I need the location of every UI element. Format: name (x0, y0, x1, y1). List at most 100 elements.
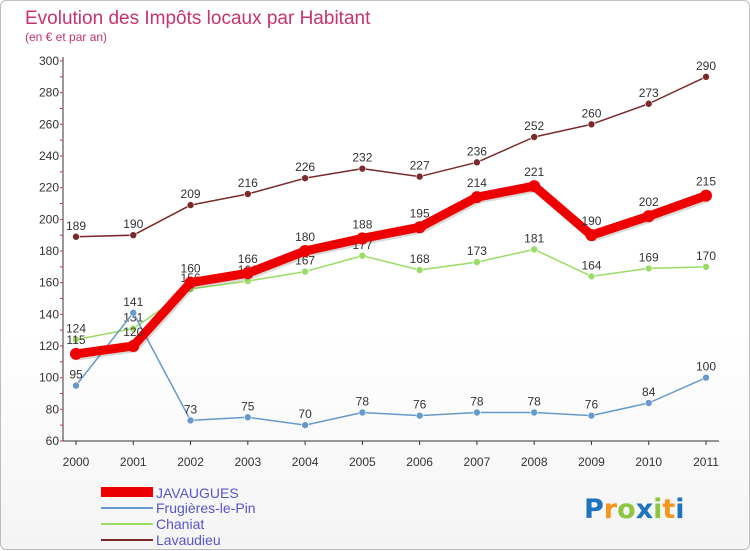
data-label: 78 (528, 395, 542, 409)
chart-title: Evolution des Impôts locaux par Habitant (25, 8, 371, 29)
data-point (301, 421, 309, 429)
data-point (415, 411, 424, 420)
data-point (358, 251, 367, 260)
data-point (244, 190, 252, 198)
data-label: 100 (696, 360, 716, 374)
x-tick-label: 2011 (693, 455, 719, 469)
data-point (129, 308, 138, 317)
data-point (301, 174, 309, 182)
data-label: 190 (581, 214, 601, 228)
data-label: 84 (642, 385, 656, 399)
brand-text: Proxiti (584, 494, 685, 525)
data-point (587, 411, 596, 420)
data-label: 120 (123, 325, 143, 339)
x-tick-label: 2001 (120, 455, 147, 469)
data-label: 78 (470, 395, 484, 409)
y-tick-label: 140 (39, 307, 59, 321)
data-point (186, 416, 195, 425)
data-point (700, 189, 712, 202)
series-line (75, 181, 708, 359)
data-label: 215 (696, 175, 716, 189)
x-tick-label: 2006 (406, 455, 433, 469)
x-tick-label: 2000 (63, 455, 90, 469)
y-tick-label: 260 (39, 117, 59, 131)
legend-swatch (101, 487, 153, 497)
data-label: 73 (184, 402, 198, 416)
data-label: 76 (585, 398, 599, 412)
series-javaugues: 115 120 160 166 180 188 195 214 221 190 202 215 (66, 165, 716, 361)
data-point (587, 272, 596, 281)
data-point (473, 158, 481, 167)
data-label: 252 (524, 119, 544, 133)
data-point (473, 408, 481, 417)
data-label: 70 (298, 407, 312, 421)
data-point (358, 164, 367, 173)
data-label: 166 (238, 252, 258, 266)
data-point (184, 276, 197, 289)
data-point (415, 172, 424, 181)
x-tick-label: 2008 (521, 455, 548, 469)
data-label: 214 (467, 176, 487, 190)
data-point (702, 373, 710, 382)
data-point (644, 99, 653, 108)
series-line (75, 248, 707, 341)
y-tick-label: 240 (39, 149, 59, 163)
data-point (244, 413, 252, 422)
data-label: 209 (181, 187, 201, 201)
data-point (358, 408, 367, 417)
data-point (530, 245, 538, 254)
y-tick-label: 160 (39, 276, 59, 290)
data-point (356, 232, 369, 245)
series-lavaudieu: 189 190 209 216 226 232 227 236 252 260 273 290 (66, 59, 716, 241)
x-tick-label: 2010 (635, 455, 662, 469)
series-line-shadow (76, 183, 710, 361)
data-label: 226 (295, 160, 315, 174)
legend-label: Frugières-le-Pin (156, 500, 256, 516)
legend-item: JAVAUGUES (101, 485, 239, 501)
data-label: 290 (696, 59, 716, 73)
data-point (530, 133, 538, 141)
data-point (72, 335, 80, 344)
data-label: 76 (413, 398, 427, 412)
y-tick-label: 100 (39, 371, 59, 385)
data-point (470, 191, 483, 204)
axes: 60 80 100 120 140 160 180 200 220 240 260 280 300 200… (39, 54, 719, 469)
y-tick-label: 220 (39, 181, 59, 195)
x-tick-label: 2009 (578, 455, 605, 469)
data-point (299, 245, 312, 257)
data-point (702, 73, 710, 81)
data-label: 216 (238, 176, 258, 190)
y-tick-label: 120 (39, 339, 59, 353)
data-label: 202 (639, 195, 659, 209)
data-point (127, 340, 140, 352)
data-point (241, 267, 254, 280)
data-point (644, 264, 653, 273)
x-tick-label: 2003 (234, 455, 261, 469)
data-point (129, 231, 138, 239)
data-label: 169 (639, 250, 659, 264)
data-label: 164 (581, 258, 601, 272)
data-label: 115 (66, 333, 85, 347)
data-label: 181 (524, 231, 544, 245)
y-tick-label: 60 (46, 434, 60, 448)
data-point (473, 258, 481, 266)
y-tick-label: 300 (39, 54, 59, 68)
legend-label: Lavaudieu (156, 532, 221, 548)
data-label: 95 (69, 368, 83, 382)
data-label: 180 (295, 230, 315, 244)
data-point (413, 221, 426, 234)
data-label: 232 (352, 151, 372, 165)
data-label: 189 (66, 219, 86, 233)
data-point (70, 347, 82, 360)
data-point (129, 324, 138, 333)
data-label: 221 (524, 165, 544, 179)
legend: JAVAUGUESFrugières-le-PinChaniatLavaudie… (101, 485, 256, 548)
series-layer: 189 1902092162262322272362522602732901241… (66, 59, 716, 429)
data-point (642, 210, 655, 223)
legend-label: JAVAUGUES (156, 485, 239, 501)
data-point (186, 201, 195, 209)
series-line (75, 76, 707, 238)
data-point (72, 232, 80, 241)
chart-subtitle: (en € et par an) (25, 30, 107, 44)
